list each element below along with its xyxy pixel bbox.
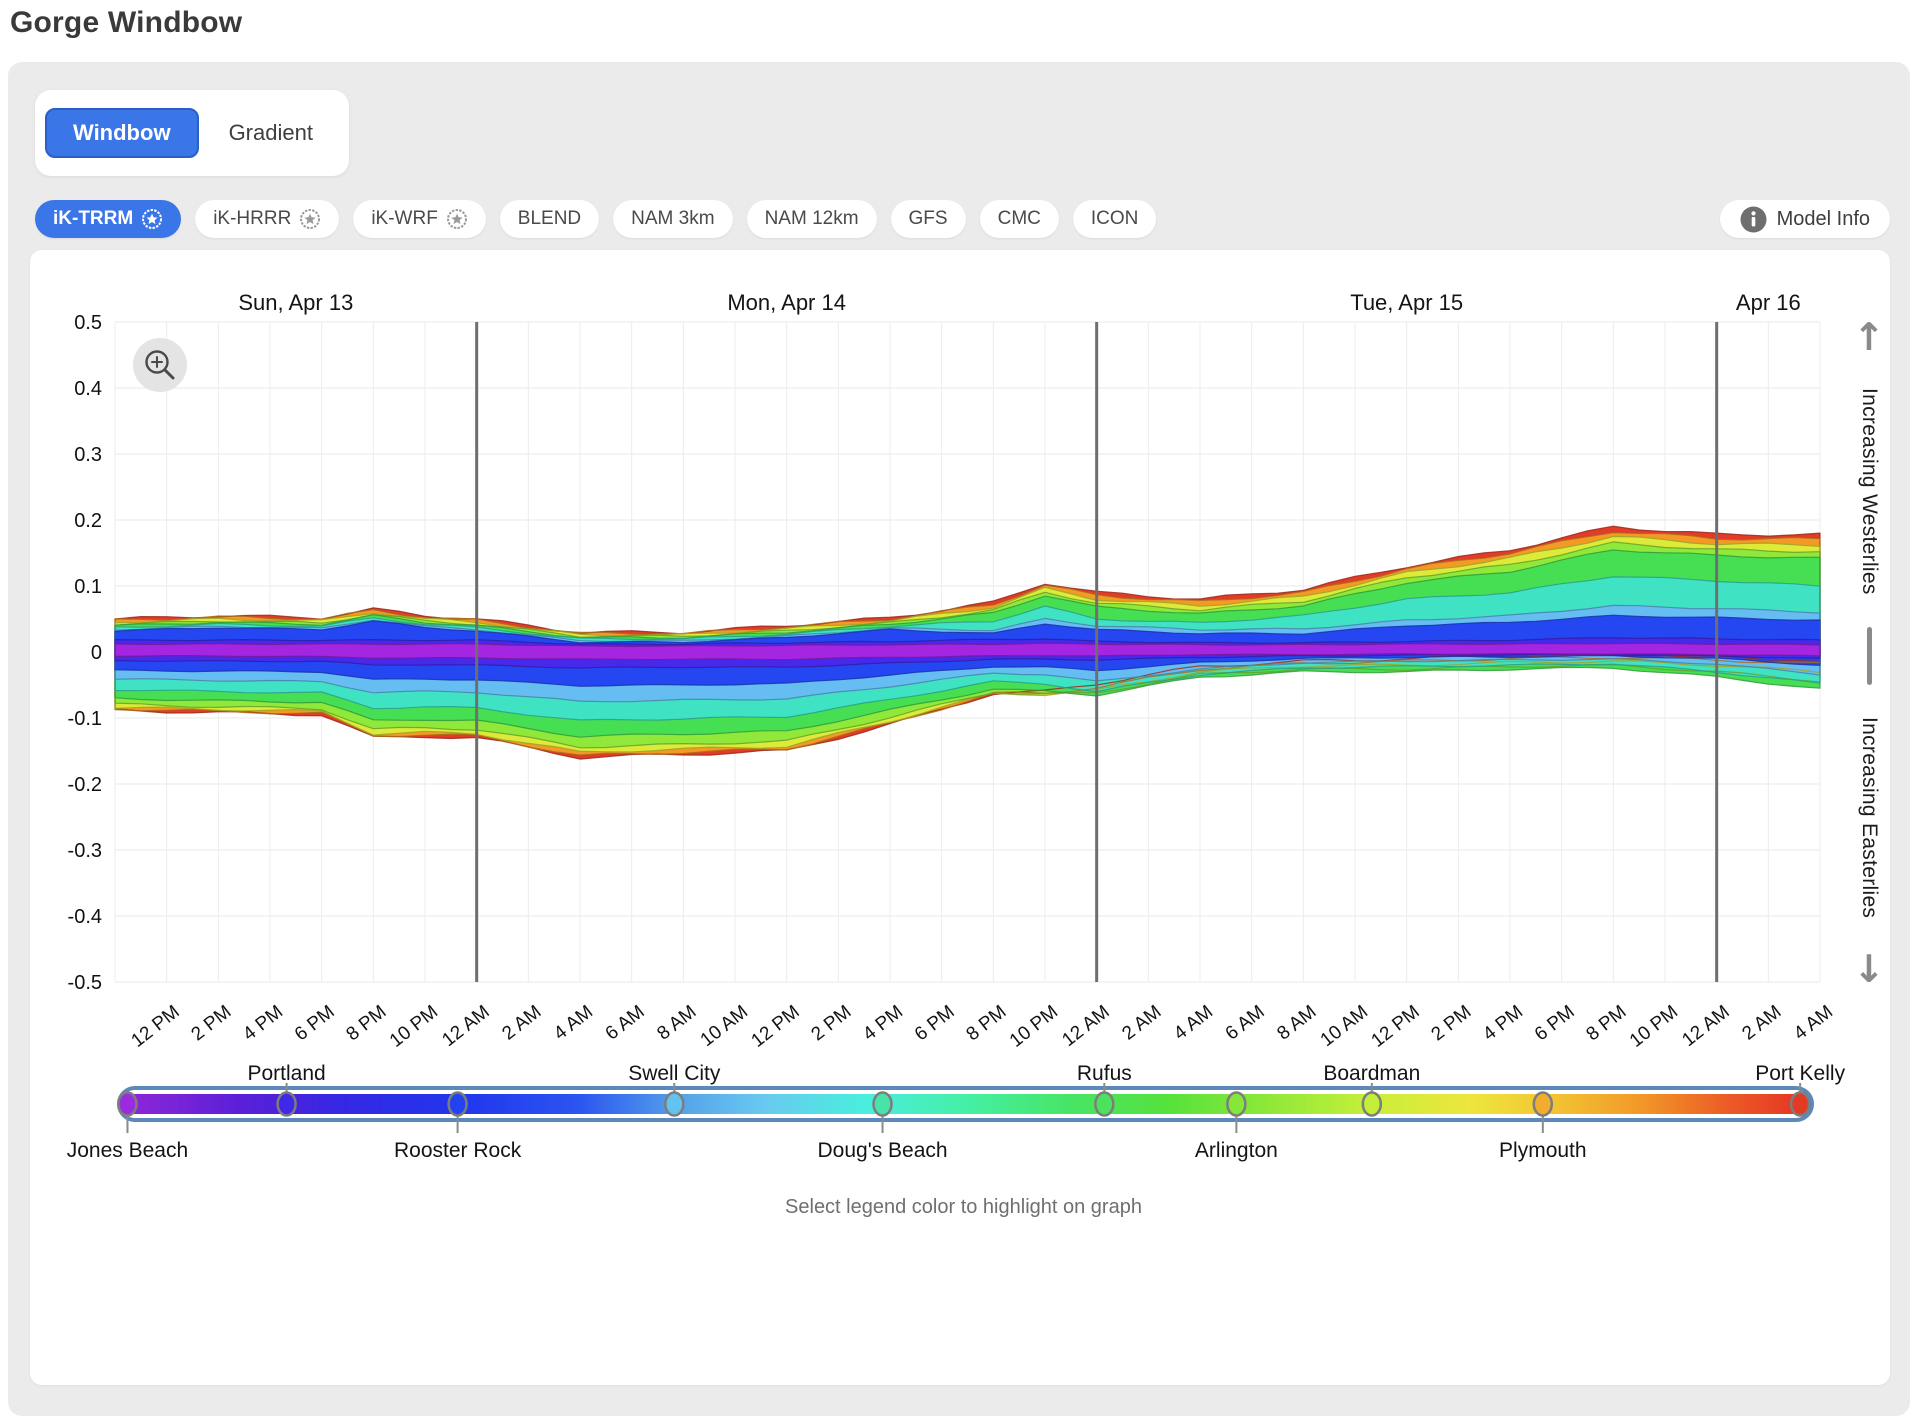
model-pill-label: iK-WRF — [371, 208, 437, 230]
arrow-down-icon: ↓ — [1853, 950, 1885, 988]
model-pill-icon[interactable]: ICON — [1073, 200, 1157, 238]
model-pill-blend[interactable]: BLEND — [500, 200, 599, 238]
arrow-up-icon: ↑ — [1853, 318, 1885, 356]
info-icon — [1740, 206, 1767, 233]
axis-label-westerlies: Increasing Westerlies — [1857, 388, 1881, 595]
legend-marker-port-kelly[interactable] — [1791, 1093, 1809, 1116]
model-pill-nam-3km[interactable]: NAM 3km — [613, 200, 732, 238]
model-pill-label: ICON — [1091, 208, 1139, 230]
legend-marker-swell-city[interactable] — [665, 1093, 683, 1116]
legend-marker-boardman[interactable] — [1363, 1093, 1381, 1116]
model-pill-label: NAM 12km — [765, 208, 859, 230]
model-pill-label: GFS — [909, 208, 948, 230]
legend-marker-rooster-rock[interactable] — [449, 1093, 467, 1116]
star-badge-icon — [141, 208, 163, 230]
zoom-in-icon — [140, 345, 180, 385]
model-info-button[interactable]: Model Info — [1720, 200, 1890, 238]
model-pill-row: iK-TRRM iK-HRRR iK-WRF BLEND NAM 3km NAM 12km… — [35, 200, 1156, 238]
model-pill-cmc[interactable]: CMC — [980, 200, 1059, 238]
legend-marker-jones-beach[interactable] — [118, 1093, 136, 1116]
model-pill-ik-hrrr[interactable]: iK-HRRR — [195, 200, 339, 238]
rail-divider — [1867, 627, 1872, 685]
toggle-gradient[interactable]: Gradient — [203, 110, 339, 156]
star-badge-icon — [446, 208, 468, 230]
toggle-windbow[interactable]: Windbow — [45, 108, 199, 158]
view-toggle: WindbowGradient — [35, 90, 349, 176]
legend-marker-doug-s-beach[interactable] — [874, 1093, 892, 1116]
legend-hint: Select legend color to highlight on grap… — [115, 1196, 1812, 1219]
zoom-in-button[interactable] — [133, 338, 187, 392]
legend-marker-rufus[interactable] — [1095, 1093, 1113, 1116]
legend-marker-portland[interactable] — [278, 1093, 296, 1116]
model-pill-gfs[interactable]: GFS — [891, 200, 966, 238]
right-axis-rail: ↑ Increasing Westerlies Increasing Easte… — [1838, 318, 1900, 988]
legend-marker-plymouth[interactable] — [1534, 1093, 1552, 1116]
legend-marker-arlington[interactable] — [1227, 1093, 1245, 1116]
model-pill-label: CMC — [998, 208, 1041, 230]
model-pill-label: NAM 3km — [631, 208, 714, 230]
model-pill-ik-trrm[interactable]: iK-TRRM — [35, 200, 181, 238]
model-pill-nam-12km[interactable]: NAM 12km — [747, 200, 877, 238]
axis-label-easterlies: Increasing Easterlies — [1857, 717, 1881, 918]
star-badge-icon — [299, 208, 321, 230]
model-info-label: Model Info — [1777, 208, 1870, 231]
model-pill-label: BLEND — [518, 208, 581, 230]
page-title: Gorge Windbow — [10, 6, 242, 40]
model-pill-ik-wrf[interactable]: iK-WRF — [353, 200, 485, 238]
model-pill-label: iK-HRRR — [213, 208, 291, 230]
model-pill-label: iK-TRRM — [53, 208, 133, 230]
